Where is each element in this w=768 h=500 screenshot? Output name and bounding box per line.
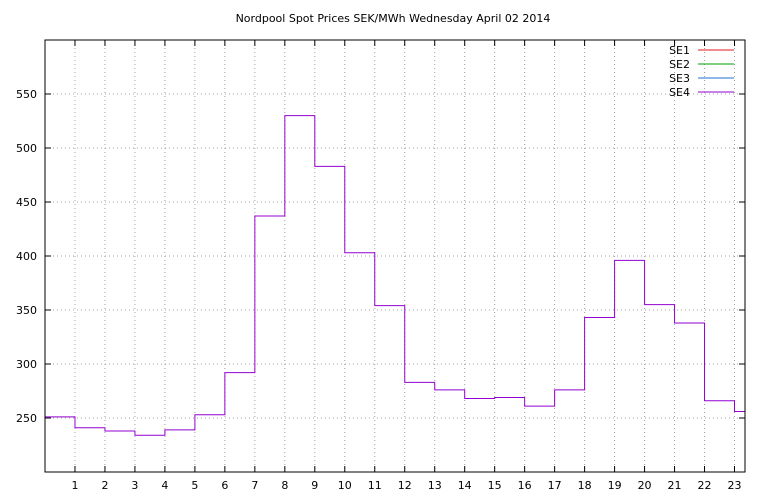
x-tick-label: 6: [221, 479, 228, 492]
x-tick-label: 19: [608, 479, 622, 492]
y-tick-label: 550: [16, 88, 37, 101]
y-tick-label: 500: [16, 142, 37, 155]
x-tick-label: 20: [638, 479, 652, 492]
x-tick-label: 17: [548, 479, 562, 492]
legend-label: SE3: [669, 72, 690, 85]
chart-title: Nordpool Spot Prices SEK/MWh Wednesday A…: [236, 12, 551, 25]
x-tick-label: 7: [251, 479, 258, 492]
x-tick-label: 12: [398, 479, 412, 492]
x-tick-label: 13: [428, 479, 442, 492]
x-tick-label: 22: [698, 479, 712, 492]
grid: [45, 40, 745, 472]
x-tick-label: 16: [518, 479, 532, 492]
series-layer: [45, 115, 745, 436]
x-tick-label: 15: [488, 479, 502, 492]
x-tick-label: 9: [311, 479, 318, 492]
x-tick-label: 21: [668, 479, 682, 492]
x-tick-label: 2: [101, 479, 108, 492]
x-tick-label: 23: [728, 479, 742, 492]
x-tick-label: 18: [578, 479, 592, 492]
y-tick-label: 350: [16, 304, 37, 317]
x-tick-label: 5: [191, 479, 198, 492]
axis-ticks: 1 2 3 4 5 6 7 8 9 10 11 12 13 14 15 16 17 18 19 20 21 22 23250…: [16, 40, 745, 492]
y-tick-label: 250: [16, 412, 37, 425]
x-tick-label: 11: [368, 479, 382, 492]
y-tick-label: 400: [16, 250, 37, 263]
y-tick-label: 450: [16, 196, 37, 209]
y-tick-label: 300: [16, 358, 37, 371]
x-tick-label: 8: [281, 479, 288, 492]
x-tick-label: 3: [131, 479, 138, 492]
x-tick-label: 14: [458, 479, 472, 492]
x-tick-label: 10: [338, 479, 352, 492]
legend-label: SE1: [669, 44, 690, 57]
series-line-se4: [45, 115, 745, 436]
x-tick-label: 4: [161, 479, 168, 492]
legend-label: SE2: [669, 58, 690, 71]
legend-label: SE4: [669, 86, 690, 99]
x-tick-label: 1: [71, 479, 78, 492]
